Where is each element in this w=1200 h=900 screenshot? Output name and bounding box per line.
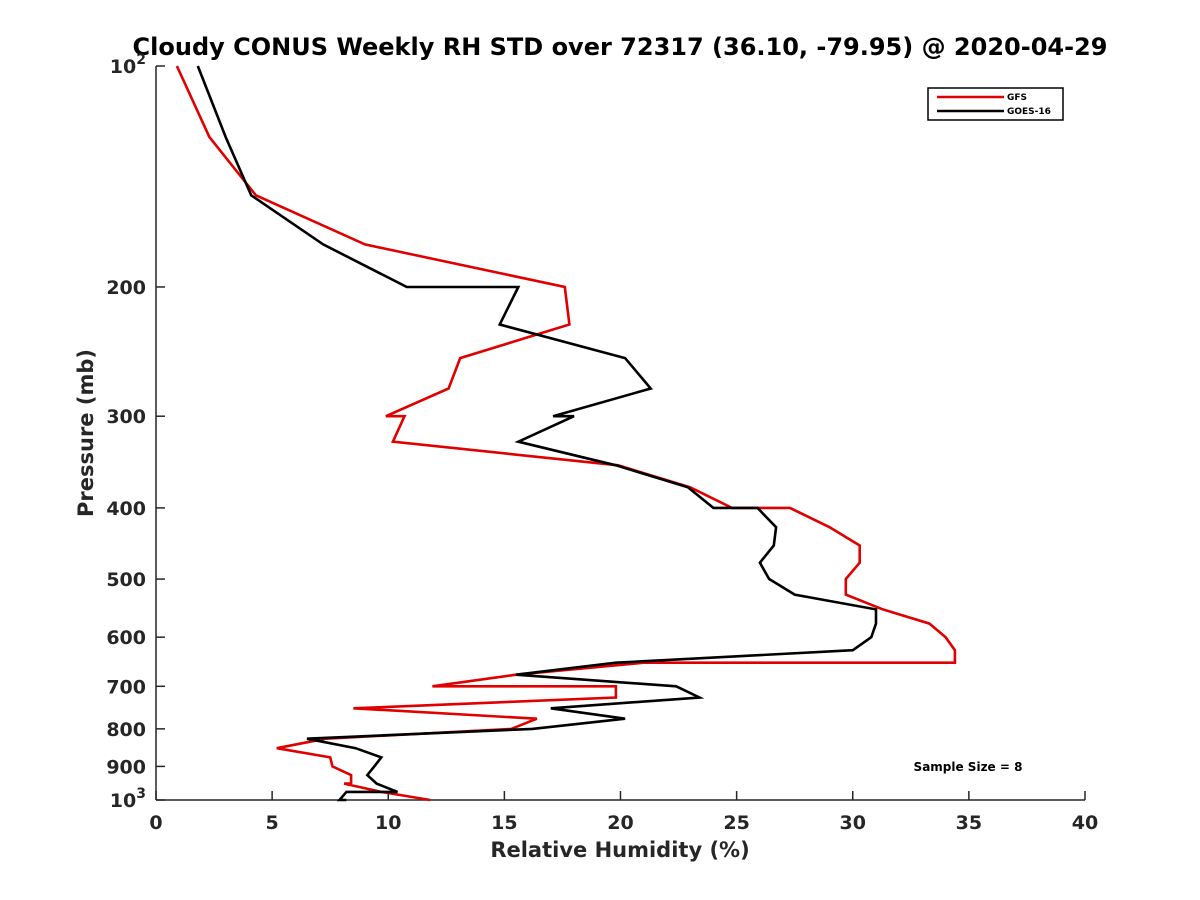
x-tick-label: 40 [1072,812,1098,834]
y-tick-label: 500 [106,569,146,591]
x-axis-label: Relative Humidity (%) [490,838,749,862]
x-tick-label: 35 [956,812,982,834]
y-tick-label: 400 [106,498,146,520]
x-tick-label: 25 [723,812,749,834]
y-tick-label: 102 [110,52,146,78]
series-line-goes16 [196,65,878,802]
y-tick-label: 600 [106,627,146,649]
y-tick-label: 900 [106,756,146,778]
y-tick-label: 700 [106,676,146,698]
y-tick-label: 800 [106,719,146,741]
series-line-gfs [175,65,957,802]
x-tick-label: 30 [840,812,866,834]
x-tick-label: 20 [607,812,633,834]
x-tick-label: 15 [491,812,517,834]
y-tick-label: 200 [106,277,146,299]
y-tick-label: 300 [106,406,146,428]
y-tick-label: 103 [110,786,146,812]
x-tick-label: 10 [375,812,401,834]
legend-box [927,87,1064,121]
x-tick-label: 5 [266,812,279,834]
x-tick-label: 0 [149,812,162,834]
sample-size-annotation: Sample Size = 8 [914,760,1023,774]
chart-title: Cloudy CONUS Weekly RH STD over 72317 (3… [133,33,1108,61]
plot-area: 0 5 10 15 20 25 30 35 40 102 200 300 400 500 600 700 800… [106,52,1098,834]
legend-goes16-label: GOES-16 [1007,107,1051,117]
legend-gfs-label: GFS [1007,93,1027,103]
y-axis-label: Pressure (mb) [74,349,98,517]
legend: GFS GOES-16 [927,87,1064,121]
